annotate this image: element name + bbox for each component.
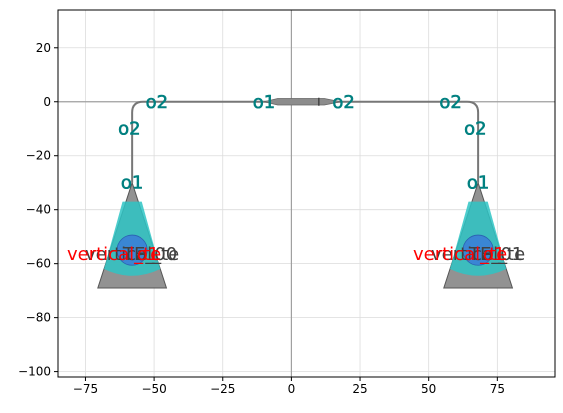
coupler-text-label: vertical_te <box>431 244 525 265</box>
x-tick-label: 75 <box>490 382 505 396</box>
taper-section <box>263 98 341 106</box>
x-tick-label: 50 <box>421 382 436 396</box>
x-tick-label: 0 <box>288 382 296 396</box>
port-label: o1 <box>121 173 143 194</box>
y-tick-label: −20 <box>26 149 51 163</box>
coupler-te-label: TE_00 <box>122 244 177 265</box>
port-label: o2 <box>332 92 354 113</box>
port-label: o1 <box>467 173 489 194</box>
grating-coupler <box>97 181 168 289</box>
port-label: o2 <box>464 119 486 140</box>
y-tick-label: −40 <box>26 203 51 217</box>
x-tick-label: −50 <box>141 382 166 396</box>
port-label: o1 <box>253 92 275 113</box>
waveguide-route <box>131 97 480 183</box>
grating-coupler <box>443 181 514 289</box>
y-tick-label: −80 <box>26 311 51 325</box>
port-label: o2 <box>118 119 140 140</box>
coupler-text-label: vertical_te <box>85 244 179 265</box>
y-tick-label: −60 <box>26 257 51 271</box>
coupler-port-label: o1 <box>137 244 159 265</box>
y-tick-label: 0 <box>43 95 51 109</box>
coupler-name-label: vertical_te <box>413 244 507 265</box>
coupler-te-label: TE_01 <box>468 244 523 265</box>
coupler-fiber-circle <box>116 234 148 266</box>
axes-frame <box>57 9 556 378</box>
axis-ticks: −75 −50 −25 0 25 50 75 20 0 −20 −40 −60 −80 −100 <box>18 41 505 396</box>
x-tick-label: 25 <box>352 382 367 396</box>
y-tick-label: 20 <box>36 41 51 55</box>
x-tick-label: −75 <box>73 382 98 396</box>
y-tick-label: −100 <box>18 365 51 379</box>
waveguide-path <box>131 100 480 183</box>
coupler-name-label: vertical_te <box>67 244 161 265</box>
grating-couplers <box>97 181 514 289</box>
coupler-fiber-circle <box>462 234 494 266</box>
port-label: o2 <box>146 92 168 113</box>
port-label: o2 <box>439 92 461 113</box>
coupler-port-label: o1 <box>483 244 505 265</box>
x-tick-label: −25 <box>210 382 235 396</box>
